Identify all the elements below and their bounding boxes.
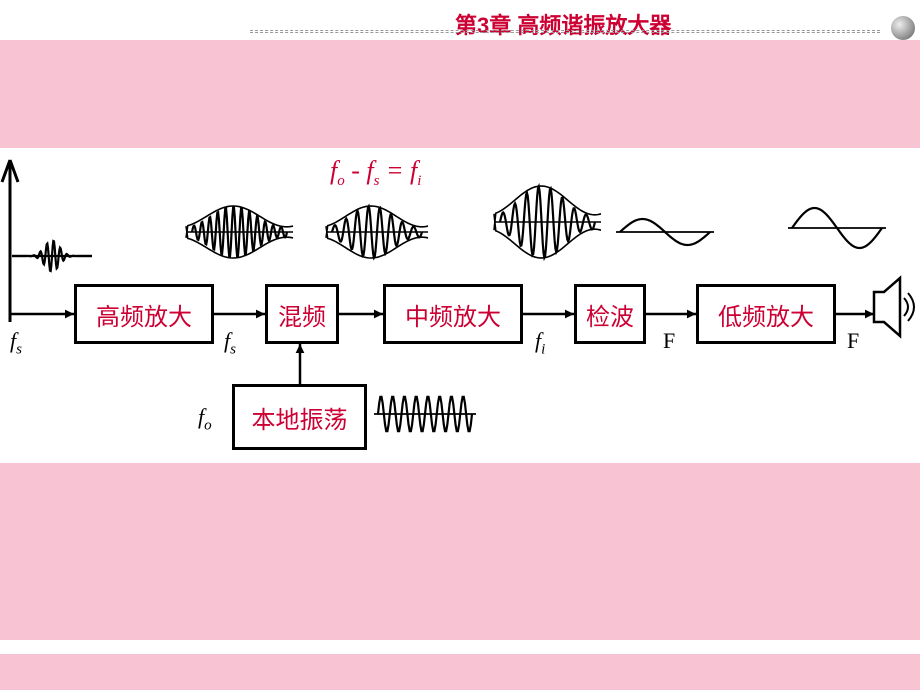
bottom-strip <box>0 640 920 654</box>
diagram-svg <box>0 0 920 690</box>
